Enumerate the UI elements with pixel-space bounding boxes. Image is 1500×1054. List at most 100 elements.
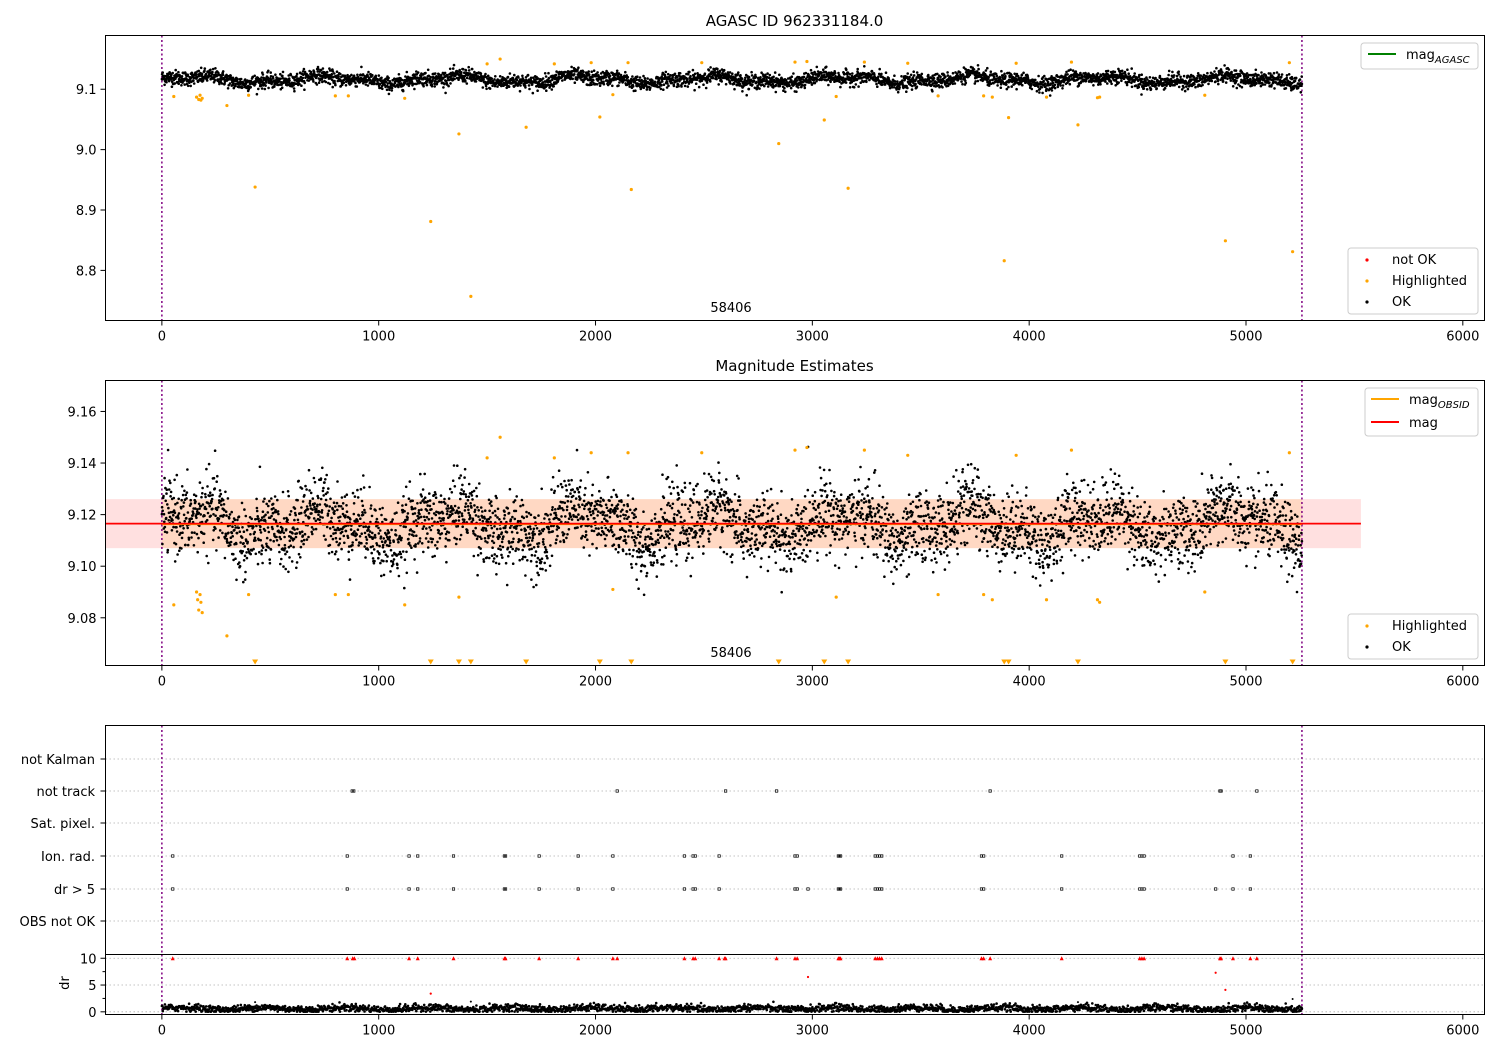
panel1-ok-point <box>264 84 267 87</box>
panel1-ok-point <box>1225 81 1228 84</box>
panel1-ok-point <box>458 69 461 72</box>
panel2-ok-point <box>311 508 314 511</box>
legend-highlighted-label: Highlighted <box>1392 274 1467 289</box>
panel1-ok-point <box>367 84 370 87</box>
panel1-ok-point <box>267 77 270 80</box>
panel2-ok-point <box>272 540 275 543</box>
panel1-ok-point <box>264 88 267 91</box>
panel1-ok-point <box>792 72 795 75</box>
panel2-ok-point <box>296 532 299 535</box>
panel1-ok-point <box>593 69 596 72</box>
panel2-ok-point <box>209 515 212 518</box>
panel2-ok-point <box>215 480 218 483</box>
panel1-ok-point <box>1171 71 1174 74</box>
panel1-ok-point <box>634 89 637 92</box>
panel1-ok-point <box>1015 88 1018 91</box>
panel1-ok-point <box>381 88 384 91</box>
panel2-ok-point <box>326 526 329 529</box>
panel2-ok-point <box>284 553 287 556</box>
panel2-ok-point <box>331 551 334 554</box>
panel2-ok-point <box>328 510 331 513</box>
panel2-ok-point <box>164 500 167 503</box>
panel2-ok-point <box>278 544 281 547</box>
panel1-ok-point <box>1150 88 1153 91</box>
panel1-ok-point <box>1239 75 1242 78</box>
panel1-ok-point <box>698 86 701 89</box>
panel2-ok-point <box>258 551 261 554</box>
panel2-ok-point <box>309 502 312 505</box>
panel2-ok-point <box>283 532 286 535</box>
panel1-highlighted-point <box>590 61 593 64</box>
panel2-ok-point <box>312 497 315 500</box>
panel2-ok-point <box>322 494 325 497</box>
panel2-ok-point <box>260 531 263 534</box>
panel2-ok-point <box>268 531 271 534</box>
panel1-ok-point <box>731 72 734 75</box>
panel1-ok-point <box>705 87 708 90</box>
panel1-ok-point <box>936 73 939 76</box>
panel1-ok-point <box>1062 84 1065 87</box>
panel1-ok-point <box>651 79 654 82</box>
panel1-ok-point <box>524 86 527 89</box>
panel1-highlighted-point <box>1070 60 1073 63</box>
panel1-ok-point <box>1124 71 1127 74</box>
panel2-ok-point <box>195 517 198 520</box>
panel1-ok-point <box>464 80 467 83</box>
panel1-ok-point <box>1159 75 1162 78</box>
panel1-ok-point <box>442 86 445 89</box>
panel1-highlighted-point <box>1045 95 1048 98</box>
panel1-ok-point <box>849 86 852 89</box>
panel2-ok-point <box>343 542 346 545</box>
panel1-ok-point <box>947 74 950 77</box>
panel1-ok-point <box>1127 72 1130 75</box>
panel2-ok-point <box>241 502 244 505</box>
panel1-ok-point <box>590 70 593 73</box>
panel1-ok-point <box>274 73 277 76</box>
panel1-ok-point <box>1140 73 1143 76</box>
panel1-ok-point <box>433 85 436 88</box>
panel1-highlighted-point <box>457 132 460 135</box>
panel2-ok-point <box>190 502 193 505</box>
panel2-ok-point <box>260 553 263 556</box>
panel1-ok-point <box>875 83 878 86</box>
panel2-ok-point <box>187 544 190 547</box>
panel2-ok-point <box>295 567 298 570</box>
panel2-ok-point <box>284 568 287 571</box>
panel2-ok-point <box>168 488 171 491</box>
panel1-ok-point <box>1114 71 1117 74</box>
panel1-ok-point <box>256 93 259 96</box>
panel1-ok-point <box>326 71 329 74</box>
panel2-ok-point <box>196 533 199 536</box>
panel1-ok-point <box>741 77 744 80</box>
panel1-ok-point <box>1066 73 1069 76</box>
panel1-ok-point <box>686 78 689 81</box>
panel1-highlighted-point <box>198 94 201 97</box>
panel2-ok-point <box>270 497 273 500</box>
panel1-ok-point <box>1042 80 1045 83</box>
panel2-ok-point <box>261 562 264 565</box>
panel2-ok-point <box>313 502 316 505</box>
panel1-highlighted-point <box>334 94 337 97</box>
panel2-ok-point <box>300 546 303 549</box>
panel1-ok-point <box>192 79 195 82</box>
panel1-ok-point <box>849 73 852 76</box>
panel1-ok-point <box>485 88 488 91</box>
panel2-ok-point <box>254 537 257 540</box>
panel1-ok-point <box>1300 75 1303 78</box>
panel1-ok-point <box>1120 80 1123 83</box>
panel2-ok-point <box>283 517 286 520</box>
panel1-ok-point <box>658 79 661 82</box>
panel2-ok-point <box>299 532 302 535</box>
panel2-ok-point <box>282 565 285 568</box>
panel1-ok-point <box>751 74 754 77</box>
panel1-ok-point <box>1280 76 1283 79</box>
panel2-ok-point <box>220 493 223 496</box>
panel1-ok-point <box>545 89 548 92</box>
panel2-ok-point <box>186 468 189 471</box>
panel1-ok-point <box>1104 80 1107 83</box>
panel1-ok-point <box>1021 84 1024 87</box>
panel2-ok-point <box>232 553 235 556</box>
panel1-ok-point <box>189 85 192 88</box>
panel1-ok-point <box>1179 76 1182 79</box>
panel1-ok-point <box>272 77 275 80</box>
